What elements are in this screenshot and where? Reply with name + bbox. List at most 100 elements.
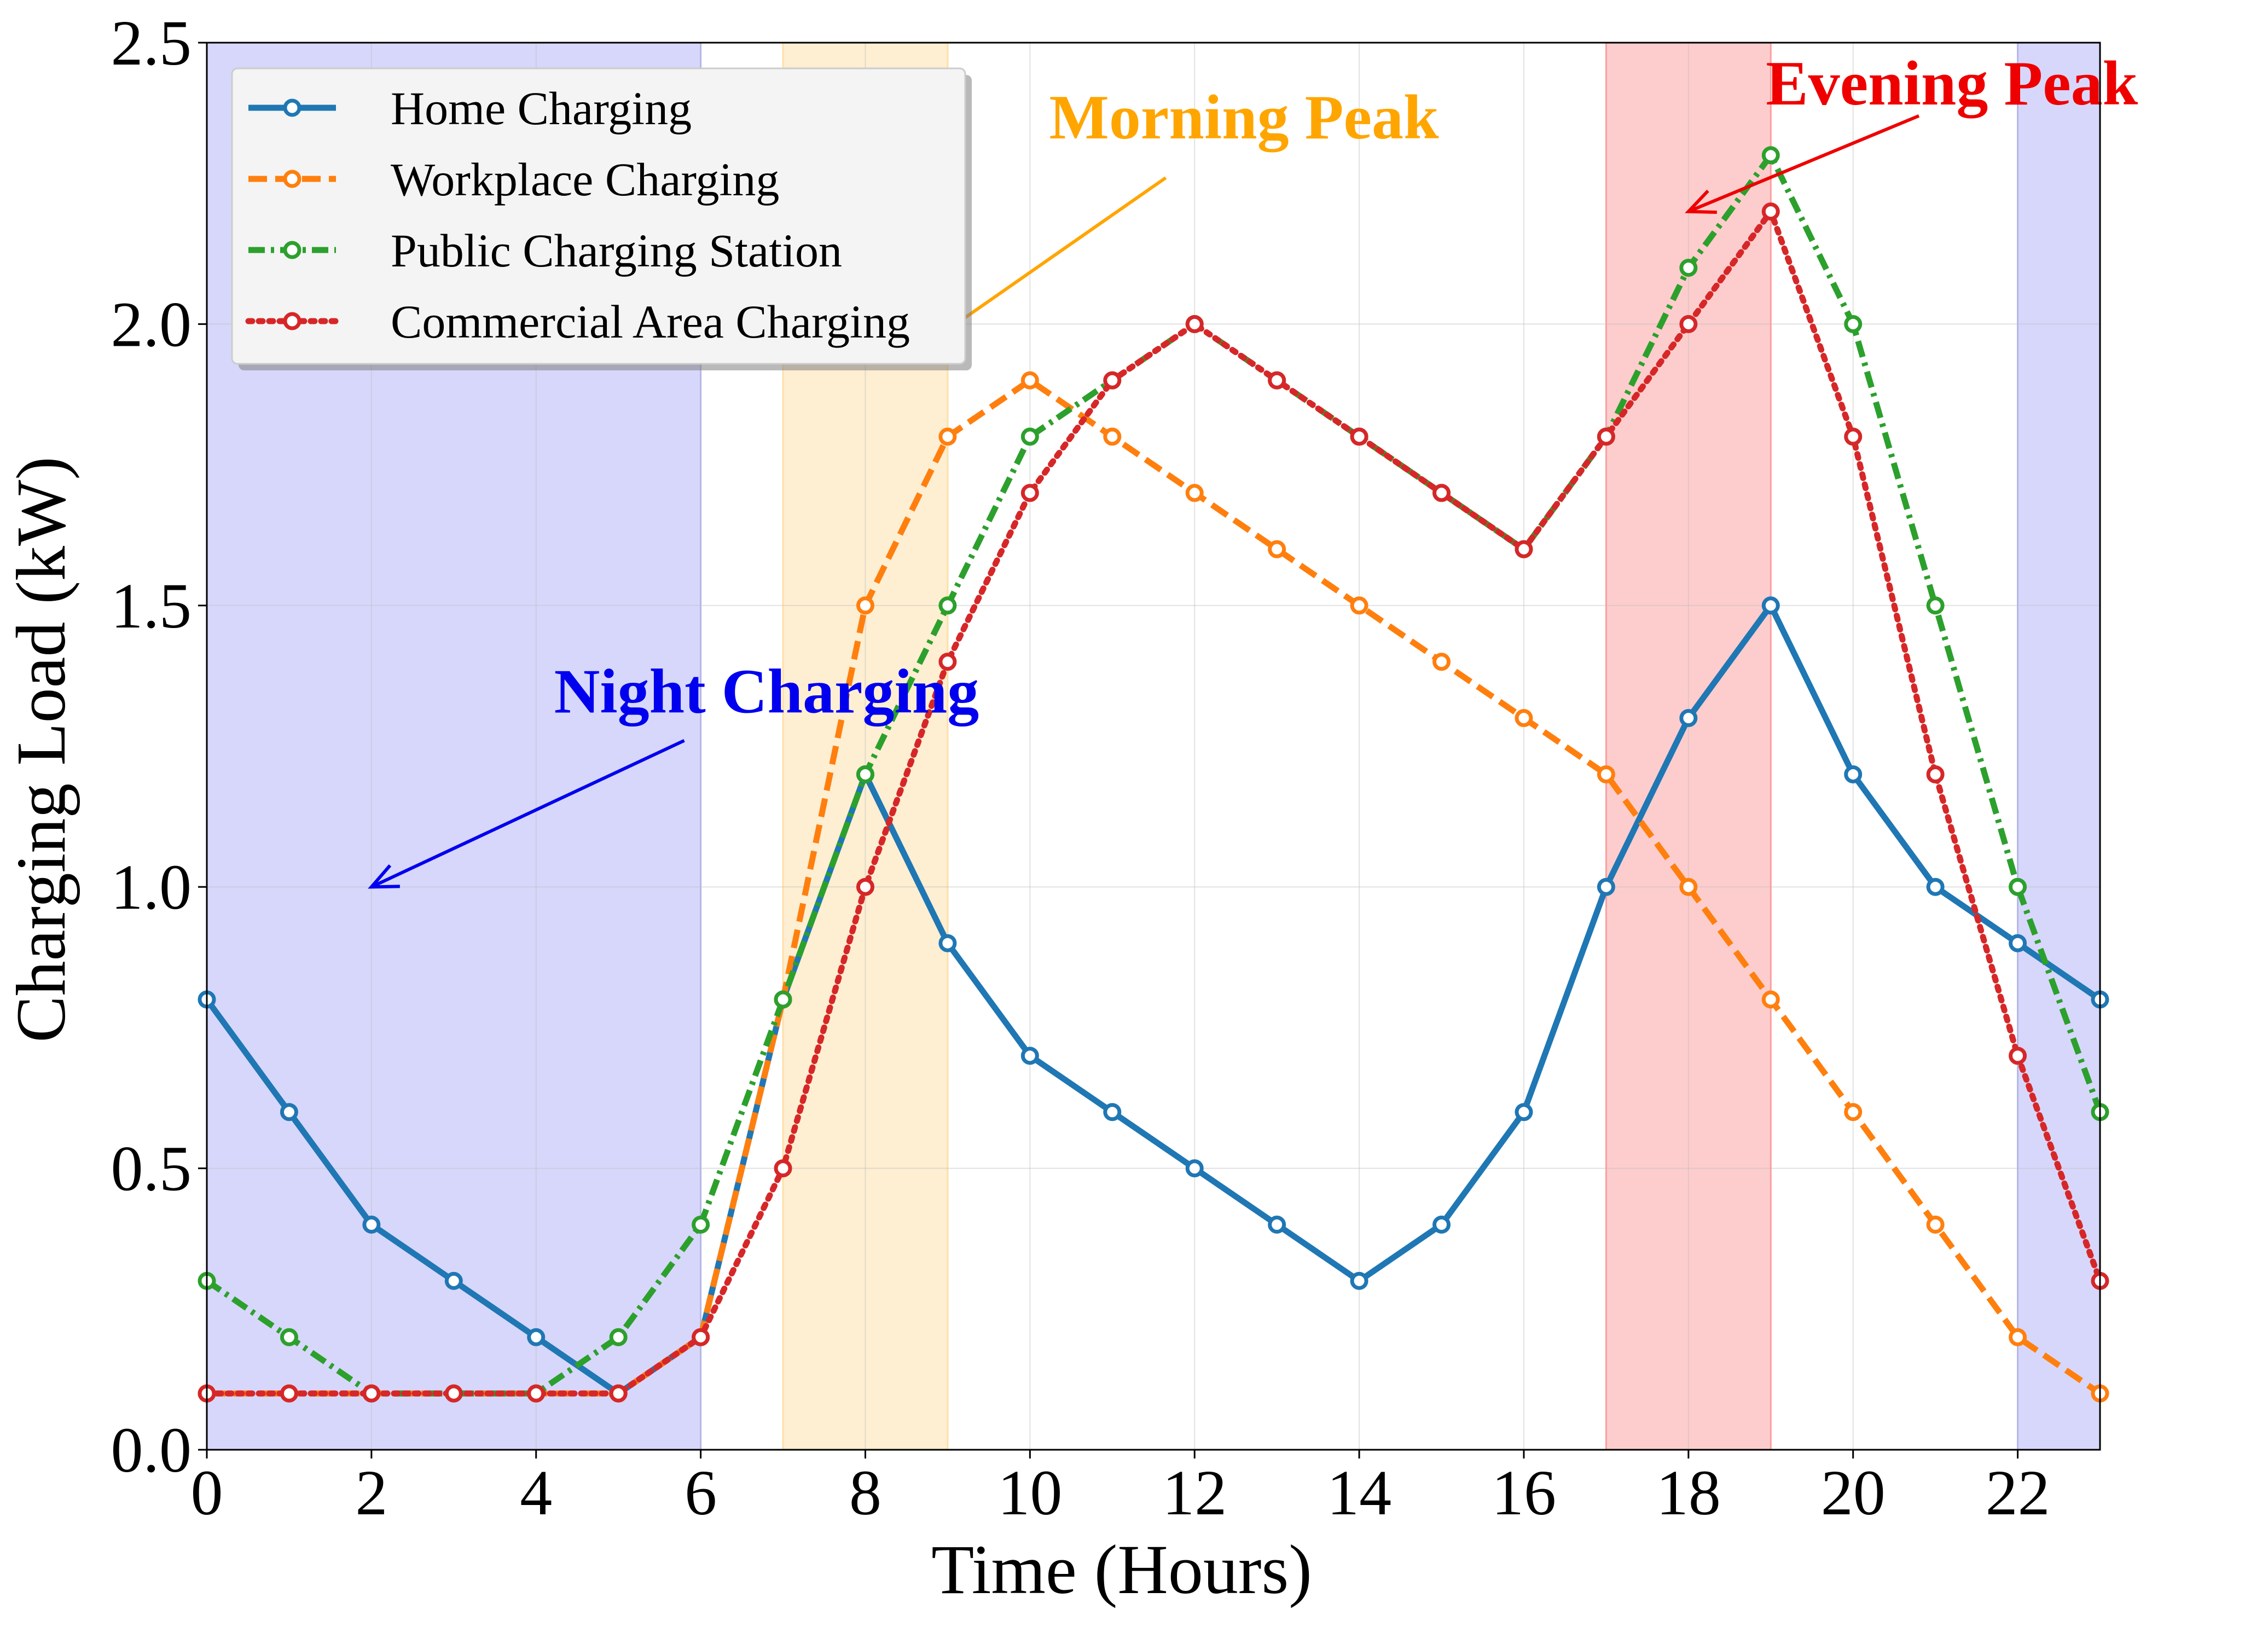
data-point [1432,484,1451,502]
data-point [1926,878,1945,896]
data-point [1515,709,1533,728]
annotation-arrow-head [368,864,400,889]
data-point [1350,596,1368,615]
data-point [1679,259,1698,277]
annotation-arrow-shaft [370,739,685,888]
data-point [1926,765,1945,783]
data-point [1432,1215,1451,1234]
data-point [938,427,957,446]
data-point [1020,484,1039,502]
shaded-region-evening [1605,42,1772,1451]
x-tick-label: 10 [997,1457,1062,1529]
legend-box [231,67,966,365]
data-point [1679,709,1698,728]
data-point [1844,315,1863,333]
annotations: Night Charging Morning Peak Evening Peak [368,49,2138,889]
x-tick-label: 18 [1656,1457,1721,1529]
data-point [609,1384,628,1403]
data-point [1679,878,1698,896]
legend-swatch-marker [283,241,301,259]
annotation-label: Night Charging [554,656,979,727]
data-point [1103,1103,1122,1122]
data-point [1761,990,1780,1009]
data-point [1350,427,1368,446]
data-point [2009,1047,2027,1065]
data-point [527,1384,546,1403]
y-tick-label: 2.0 [111,288,192,360]
legend-label: Home Charging [391,82,692,135]
data-point [1268,371,1286,390]
data-point [856,596,874,615]
plot-frame [206,42,2101,1451]
y-tick-label: 2.5 [111,7,192,79]
legend-swatch-marker [283,98,301,117]
series-line-3 [204,208,2103,1397]
data-point [1761,202,1780,221]
annotation-label: Evening Peak [1766,49,2138,119]
data-point [1020,427,1039,446]
series-line-1 [207,377,2102,1397]
data-point [1515,1103,1533,1122]
x-tick-label: 2 [355,1457,387,1529]
data-point [609,1328,628,1346]
data-point [2009,934,2027,952]
y-axis-label: Charging Load (kW) [2,456,80,1042]
legend-swatch-marker [283,170,301,188]
y-tick-label: 0.0 [111,1414,192,1486]
data-point [938,934,957,952]
data-point [1350,1271,1368,1290]
data-point [527,1328,546,1346]
data-point [1844,427,1863,446]
data-point [1761,146,1780,165]
data-point [280,1103,298,1122]
annotation-arrow-shaft [955,176,1167,326]
x-tick-label: 6 [685,1457,717,1529]
data-point [444,1384,463,1403]
x-tick-label: 16 [1492,1457,1556,1529]
data-point [280,1328,298,1346]
annotation-arrow-shaft [1687,114,1920,213]
data-point [2009,1328,2027,1346]
y-tick-label: 1.5 [111,570,192,642]
axes: 0 2 4 6 8 10 12 14 16 18 20 22 0.0 0.5 1.0 1.5 2.0 2.5 [111,7,2050,1529]
data-point [856,765,874,783]
data-point [1597,765,1615,783]
data-point [692,1215,710,1234]
x-tick-label: 22 [1986,1457,2050,1529]
data-point [938,596,957,615]
data-point [774,1159,792,1178]
data-point [774,990,792,1009]
data-point [2009,878,2027,896]
x-tick-label: 14 [1327,1457,1391,1529]
x-tick-label: 8 [849,1457,881,1529]
data-point [1020,1047,1039,1065]
series-lines [198,146,2109,1403]
data-point [1597,427,1615,446]
annotation-arrow-head [1685,189,1717,214]
data-point [1103,371,1122,390]
data-point [1844,1103,1863,1122]
legend-label: Workplace Charging [391,153,779,206]
y-tick-label: 0.5 [111,1133,192,1205]
data-point [362,1384,381,1403]
data-point [1103,427,1122,446]
x-tick-label: 0 [191,1457,223,1529]
data-point [692,1328,710,1346]
legend-label: Commercial Area Charging [391,295,910,348]
data-point [1432,653,1451,671]
data-point [1844,765,1863,783]
data-point [1268,1215,1286,1234]
data-point [1515,540,1533,559]
annotation-label: Morning Peak [1049,83,1439,153]
legend-swatch-marker [283,312,301,330]
x-tick-label: 4 [520,1457,552,1529]
data-point [362,1215,381,1234]
data-point [1185,315,1204,333]
data-point [1020,371,1039,390]
x-tick-label: 12 [1162,1457,1227,1529]
legend-label: Public Charging Station [391,224,842,277]
y-tick-label: 1.0 [111,851,192,923]
data-point [1268,540,1286,559]
data-point [856,878,874,896]
